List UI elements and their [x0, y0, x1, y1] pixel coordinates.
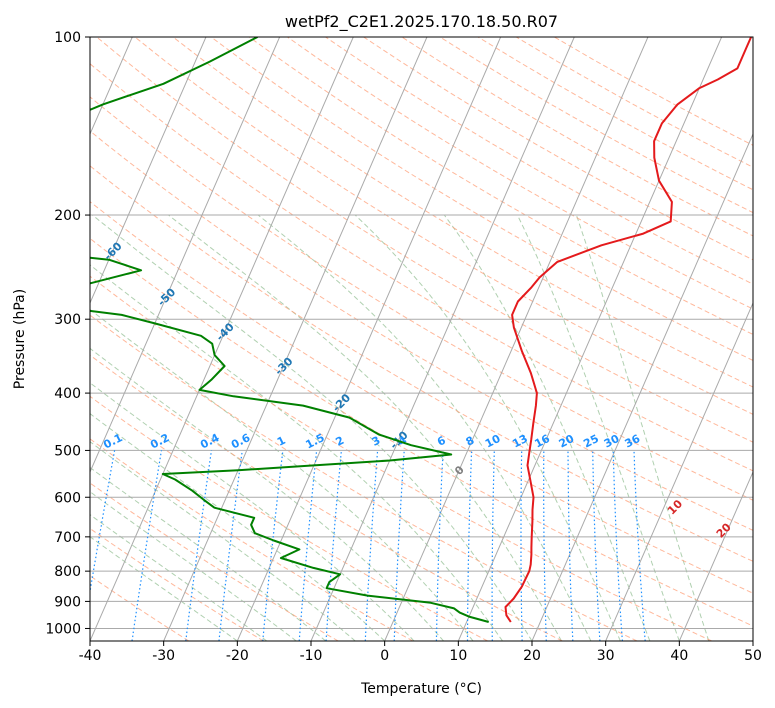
mixing-ratio-line [262, 450, 284, 641]
mixing-ratio-label: 10 [483, 432, 503, 451]
dry-adiabat-line [90, 201, 753, 594]
dry-adiabat-line [90, 275, 712, 641]
dry-adiabat-line [96, 37, 753, 443]
x-tick-label: -10 [300, 648, 323, 664]
series-lines [90, 37, 753, 623]
y-tick-label: 300 [54, 312, 81, 328]
dry-adiabat-line [172, 37, 753, 388]
mixing-ratio-label: 16 [532, 432, 552, 451]
mixing-ratio-line [90, 450, 116, 596]
mixing-ratio-label: 20 [557, 432, 577, 451]
moist-adiabat-line [575, 214, 710, 641]
y-tick-label: 600 [54, 490, 81, 506]
dry-adiabat-line [90, 354, 563, 641]
y-axis-label: Pressure (hPa) [12, 289, 28, 389]
y-tick-label: 1000 [45, 621, 81, 637]
isotherm-line [163, 37, 428, 641]
isotherms [90, 37, 753, 641]
dewpoint-series-line [90, 37, 489, 623]
isotherm-line [531, 132, 753, 641]
y-tick-label: 900 [54, 594, 81, 610]
mixing-ratio-line [185, 450, 213, 641]
moist-adiabat-line [516, 214, 680, 641]
isotherm-line [90, 37, 281, 474]
moist-adiabat-line [90, 382, 415, 641]
mixing-ratio-label: 36 [623, 432, 643, 451]
x-tick-label: -30 [152, 648, 175, 664]
dry-adiabat-line [134, 37, 753, 415]
mixing-ratio-label: 13 [510, 432, 530, 451]
isotherm-line [236, 37, 502, 641]
dry-adiabat-line [90, 237, 753, 627]
y-tick-label: 400 [54, 386, 81, 402]
moist-adiabat-line [90, 413, 386, 641]
moist-adiabat-line [90, 264, 503, 641]
mixing-ratio-line [131, 450, 163, 641]
mixing-ratio-label: 30 [602, 432, 622, 451]
dry-adiabat-line [90, 96, 753, 501]
x-tick-label: 40 [670, 648, 688, 664]
y-tick-label: 500 [54, 443, 81, 459]
dry-adiabat-line [90, 482, 339, 641]
isotherm-line [384, 37, 649, 641]
plot-frame [89, 36, 754, 642]
moist-adiabat-line [90, 466, 327, 641]
x-axis-ticks: -40 -30 -20 -10 0 10 20 30 40 50 [79, 641, 762, 664]
moist-adiabat-line [90, 347, 444, 641]
moist-adiabat-line [90, 308, 474, 641]
dry-adiabat-line [210, 37, 753, 361]
dry-adiabat-line [90, 395, 488, 641]
isotherm-line [90, 37, 354, 641]
x-tick-label: 30 [597, 648, 615, 664]
x-tick-label: 0 [380, 648, 389, 664]
isotherm-line [678, 470, 753, 641]
isotherm-line [90, 37, 207, 305]
dry-adiabat-line [90, 165, 753, 562]
moist-adiabat-line [90, 441, 356, 641]
chart-title: wetPf2_C2E1.2025.170.18.50.R07 [285, 12, 558, 32]
temperature-series-line [504, 37, 753, 623]
x-tick-label: -20 [226, 648, 249, 664]
x-tick-label: 50 [744, 648, 762, 664]
mixing-ratio-lines [90, 450, 646, 641]
x-axis-label: Temperature (°C) [360, 681, 482, 697]
y-tick-label: 100 [54, 30, 81, 46]
moist-adiabat-line [354, 214, 621, 641]
isotherm-line [457, 37, 723, 641]
y-axis-ticks: 100 200 300 400 500 600 700 800 900 1000 [45, 30, 90, 637]
moist-adiabat-line [443, 214, 651, 641]
y-tick-label: 200 [54, 208, 81, 224]
mixing-ratio-label: 25 [581, 432, 601, 451]
pressure-gridlines [90, 37, 753, 629]
y-tick-label: 700 [54, 530, 81, 546]
mixing-ratio-line [218, 450, 243, 641]
moist-adiabat-line [90, 536, 238, 641]
dry-adiabat-line [90, 130, 753, 531]
dry-adiabat-line [90, 314, 638, 641]
x-tick-label: 10 [449, 648, 467, 664]
moist-adiabat-line [90, 491, 297, 641]
moist-adiabat-line [168, 214, 562, 641]
x-tick-label: 20 [523, 648, 541, 664]
dry-adiabat-line [325, 37, 753, 285]
isotherm-line [310, 37, 575, 641]
moist-adiabats [90, 214, 710, 641]
plot-area: -100-90-80-70-60-50-40-30-20-100 0.10.20… [90, 37, 753, 641]
y-tick-label: 800 [54, 564, 81, 580]
dry-adiabats [90, 37, 753, 641]
moist-adiabat-line [257, 214, 592, 641]
x-tick-label: -40 [79, 648, 102, 664]
isotherm-line [605, 301, 753, 641]
